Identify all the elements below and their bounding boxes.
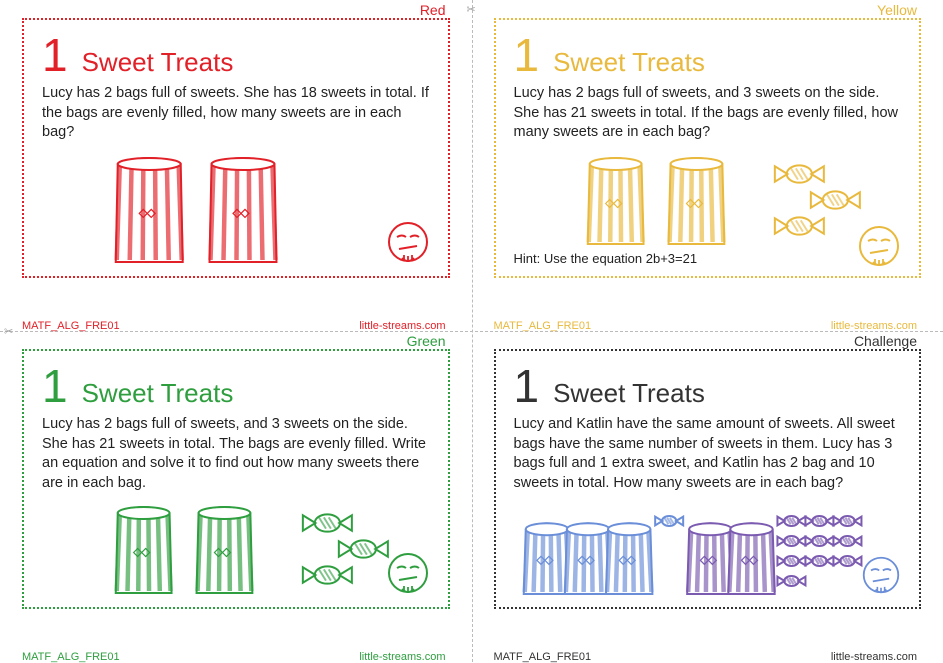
site-link: little-streams.com bbox=[831, 651, 917, 663]
card-body: Lucy has 2 bags full of sweets, and 3 sw… bbox=[514, 84, 902, 143]
worksheet-code: MATF_ALG_FRE01 bbox=[22, 651, 120, 663]
card-number: 1 bbox=[42, 363, 68, 409]
card-number: 1 bbox=[42, 32, 68, 78]
thinking-face-icon bbox=[386, 220, 430, 264]
card-border: 1 Sweet Treats Lucy has 2 bags full of s… bbox=[22, 349, 450, 609]
card-border: 1 Sweet Treats Lucy has 2 bags full of s… bbox=[494, 18, 922, 278]
card-title: Sweet Treats bbox=[82, 47, 234, 78]
card-green: Green 1 Sweet Treats Lucy has 2 bags ful… bbox=[0, 331, 472, 662]
card-title: Sweet Treats bbox=[553, 378, 705, 409]
sweets-illustration bbox=[42, 495, 430, 595]
card-yellow: Yellow 1 Sweet Treats Lucy has 2 bags fu… bbox=[472, 0, 943, 331]
sweets-illustration bbox=[42, 144, 430, 264]
sweets-illustration bbox=[514, 146, 902, 246]
thinking-face-icon bbox=[386, 551, 430, 595]
illustration-area bbox=[514, 146, 902, 246]
thinking-face-icon bbox=[861, 555, 901, 595]
level-label: Challenge bbox=[854, 333, 917, 349]
card-hint: Hint: Use the equation 2b+3=21 bbox=[514, 251, 698, 266]
illustration-area bbox=[42, 144, 430, 264]
card-body: Lucy has 2 bags full of sweets. She has … bbox=[42, 84, 430, 143]
worksheet-grid: Red 1 Sweet Treats Lucy has 2 bags full … bbox=[0, 0, 943, 662]
card-border: 1 Sweet Treats Lucy has 2 bags full of s… bbox=[22, 18, 450, 278]
illustration-area bbox=[514, 507, 902, 595]
level-label: Yellow bbox=[877, 2, 917, 18]
level-label: Red bbox=[420, 2, 446, 18]
card-body: Lucy and Katlin have the same amount of … bbox=[514, 415, 902, 493]
card-border: 1 Sweet Treats Lucy and Katlin have the … bbox=[494, 349, 922, 609]
card-title-row: 1 Sweet Treats bbox=[42, 32, 430, 78]
card-title: Sweet Treats bbox=[553, 47, 705, 78]
thinking-face-icon bbox=[857, 224, 901, 268]
worksheet-code: MATF_ALG_FRE01 bbox=[494, 651, 592, 663]
card-number: 1 bbox=[514, 363, 540, 409]
card-title: Sweet Treats bbox=[82, 378, 234, 409]
level-label: Green bbox=[407, 333, 446, 349]
card-challenge: Challenge 1 Sweet Treats Lucy and Katlin… bbox=[472, 331, 943, 662]
card-red: Red 1 Sweet Treats Lucy has 2 bags full … bbox=[0, 0, 472, 331]
site-link: little-streams.com bbox=[359, 651, 445, 663]
card-body: Lucy has 2 bags full of sweets, and 3 sw… bbox=[42, 415, 430, 493]
illustration-area bbox=[42, 495, 430, 595]
card-title-row: 1 Sweet Treats bbox=[514, 32, 902, 78]
card-title-row: 1 Sweet Treats bbox=[42, 363, 430, 409]
card-number: 1 bbox=[514, 32, 540, 78]
card-title-row: 1 Sweet Treats bbox=[514, 363, 902, 409]
sweets-illustration bbox=[514, 507, 902, 595]
